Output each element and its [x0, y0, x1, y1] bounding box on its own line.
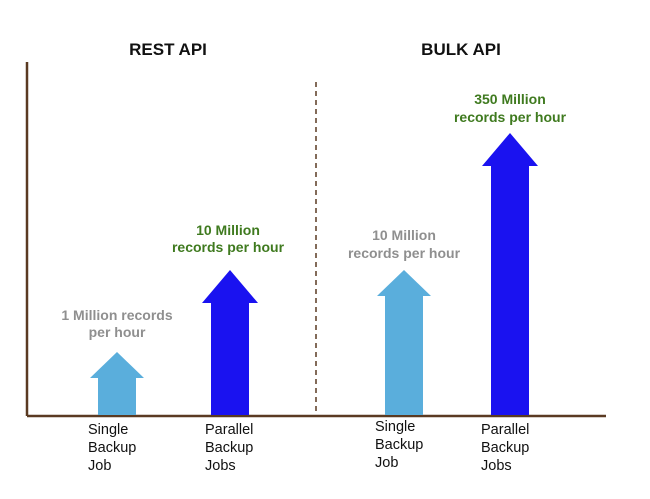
rest-parallel-label-line1: 10 Million — [196, 222, 260, 238]
rest-parallel-category-line2: Backup — [205, 440, 253, 456]
bulk-parallel-label-line2: records per hour — [454, 109, 567, 125]
bulk-single-arrow — [377, 270, 431, 415]
rest-parallel-label-line2: records per hour — [172, 239, 285, 255]
bulk-parallel-label-line1: 350 Million — [474, 91, 546, 107]
bulk-parallel-category-line1: Parallel — [481, 422, 529, 438]
bulk-parallel-category-line2: Backup — [481, 440, 529, 456]
rest-single-group: 1 Million records per hour Single Backup… — [61, 307, 172, 474]
rest-single-category-line2: Backup — [88, 440, 136, 456]
bulk-single-group: 10 Million records per hour Single Backu… — [348, 227, 461, 471]
bulk-single-label-line1: 10 Million — [372, 227, 436, 243]
panel-title-rest: REST API — [129, 40, 207, 59]
bulk-single-category-line1: Single — [375, 419, 415, 435]
panel-title-bulk: BULK API — [421, 40, 501, 59]
rest-single-label-line2: per hour — [89, 324, 146, 340]
rest-single-category-line3: Job — [88, 458, 111, 474]
rest-single-arrow — [90, 352, 144, 415]
rest-parallel-group: 10 Million records per hour Parallel Bac… — [172, 222, 285, 474]
rest-single-label-line1: 1 Million records — [61, 307, 172, 323]
bulk-parallel-group: 350 Million records per hour Parallel Ba… — [454, 91, 567, 474]
rest-parallel-category-line1: Parallel — [205, 422, 253, 438]
bulk-single-category-line2: Backup — [375, 437, 423, 453]
bulk-single-category-line3: Job — [375, 455, 398, 471]
rest-single-category-line1: Single — [88, 422, 128, 438]
bulk-single-label-line2: records per hour — [348, 245, 461, 261]
bulk-parallel-category-line3: Jobs — [481, 458, 512, 474]
bulk-parallel-arrow — [482, 133, 538, 415]
rest-parallel-arrow — [202, 270, 258, 415]
rest-parallel-category-line3: Jobs — [205, 458, 236, 474]
